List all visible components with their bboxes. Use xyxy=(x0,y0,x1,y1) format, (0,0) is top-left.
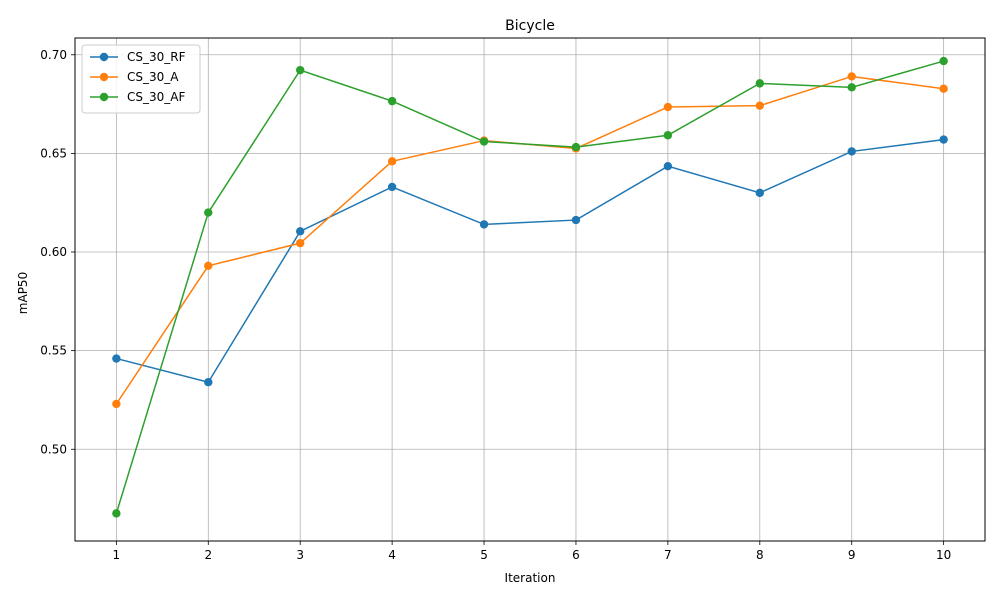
x-tick-label: 9 xyxy=(848,548,856,562)
series-line xyxy=(115,75,944,405)
data-point xyxy=(755,188,764,198)
x-tick-label: 8 xyxy=(756,548,764,562)
x-tick-label: 10 xyxy=(936,548,951,562)
y-tick-label: 0.60 xyxy=(40,245,67,259)
legend-item: CS_30_A xyxy=(90,70,179,84)
legend-label: CS_30_RF xyxy=(127,50,186,64)
data-point xyxy=(112,399,121,409)
data-point xyxy=(112,354,121,363)
data-point xyxy=(663,102,673,112)
x-tick-label: 6 xyxy=(572,548,580,562)
data-point xyxy=(939,84,948,93)
data-point xyxy=(571,215,581,225)
chart-title: Bicycle xyxy=(505,18,555,34)
data-point xyxy=(387,96,397,106)
data-point xyxy=(296,227,305,236)
y-axis-ticks: 0.50 0.55 0.60 0.65 0.70 xyxy=(40,48,75,456)
x-tick-label: 4 xyxy=(388,548,396,562)
data-point xyxy=(204,208,213,217)
x-axis-ticks: 1 2 3 4 5 6 7 8 9 10 xyxy=(113,541,951,562)
data-point xyxy=(479,137,489,146)
legend-item: CS_30_RF xyxy=(90,50,186,64)
series-cs-30-rf xyxy=(112,135,948,387)
data-point xyxy=(847,147,856,156)
plot-frame xyxy=(74,37,986,542)
legend: CS_30_RF CS_30_A CS_30_AF xyxy=(81,44,201,114)
data-point xyxy=(387,157,397,166)
data-point xyxy=(939,56,948,66)
series-cs-30-af xyxy=(112,56,948,518)
series-cs-30-a xyxy=(112,72,948,409)
data-point xyxy=(387,182,397,192)
legend-marker xyxy=(99,92,109,102)
data-point xyxy=(663,131,673,140)
y-tick-label: 0.70 xyxy=(40,48,67,62)
data-point xyxy=(847,83,856,92)
legend-label: CS_30_AF xyxy=(127,90,185,104)
legend-label: CS_30_A xyxy=(127,70,179,84)
data-point xyxy=(755,79,764,88)
y-tick-label: 0.65 xyxy=(40,146,67,160)
legend-marker xyxy=(99,72,109,82)
legend-box xyxy=(81,44,201,114)
data-point xyxy=(479,220,489,229)
data-point xyxy=(296,65,305,75)
grid-lines xyxy=(75,38,985,541)
data-point xyxy=(571,142,581,152)
y-axis-label: mAP50 xyxy=(16,272,30,314)
x-tick-label: 3 xyxy=(296,548,304,562)
data-point xyxy=(755,101,764,110)
x-tick-label: 2 xyxy=(204,548,212,562)
data-point xyxy=(204,261,213,271)
legend-item: CS_30_AF xyxy=(90,90,185,104)
data-point xyxy=(847,72,856,81)
data-point xyxy=(939,135,948,144)
series-line xyxy=(115,60,944,514)
data-point xyxy=(296,238,305,248)
series-line xyxy=(116,138,944,384)
legend-marker xyxy=(99,52,109,62)
x-tick-label: 7 xyxy=(664,548,672,562)
x-tick-label: 1 xyxy=(113,548,121,562)
x-axis-label: Iteration xyxy=(505,571,556,585)
series-layer xyxy=(112,56,948,518)
data-point xyxy=(112,509,121,518)
y-tick-label: 0.50 xyxy=(40,442,67,456)
data-point xyxy=(204,378,213,387)
x-tick-label: 5 xyxy=(480,548,488,562)
y-tick-label: 0.55 xyxy=(40,344,67,358)
data-point xyxy=(663,162,673,171)
